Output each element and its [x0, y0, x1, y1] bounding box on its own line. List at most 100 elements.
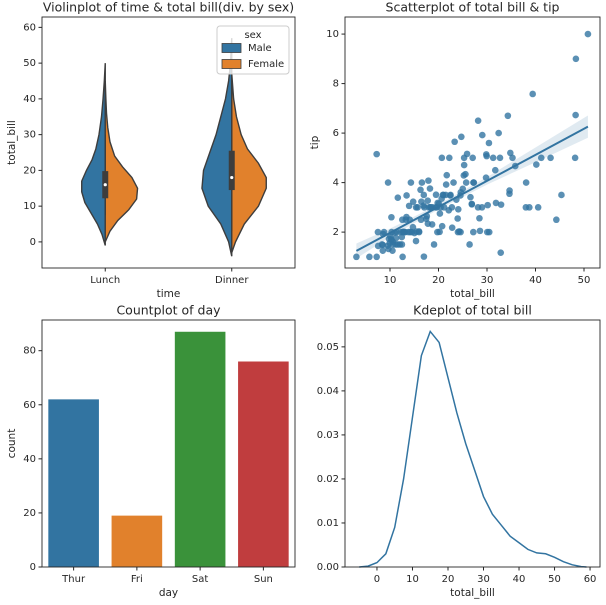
scatter-point — [389, 247, 396, 254]
legend-title: sex — [244, 30, 261, 41]
y-axis-label: tip — [309, 135, 321, 149]
scatter-point — [380, 228, 388, 236]
x-axis-label: day — [159, 587, 178, 599]
scatter-point — [373, 253, 380, 261]
y-tick-label: 0 — [30, 562, 36, 573]
scatter-point — [484, 201, 491, 209]
x-axis-label: time — [157, 288, 181, 300]
scatter-point — [420, 253, 428, 260]
scatter-point — [374, 228, 382, 236]
scatter-point — [485, 228, 493, 236]
scatter-point — [462, 170, 469, 178]
bar — [238, 361, 289, 567]
scatter-point — [584, 30, 592, 38]
scatter-point — [388, 213, 395, 221]
scatter-point — [572, 111, 579, 119]
y-tick-label: 40 — [23, 454, 36, 465]
kde-line — [359, 329, 587, 568]
scatter-point — [398, 233, 406, 241]
y-tick-label: 40 — [23, 94, 36, 105]
scatter-point — [384, 179, 392, 186]
scatter-point — [476, 214, 483, 222]
scatter-point — [466, 241, 473, 248]
y-tick-label: 50 — [23, 58, 36, 69]
x-tick-label: 40 — [513, 574, 526, 585]
scatter-point — [468, 201, 476, 208]
x-tick-label: Sat — [192, 574, 208, 585]
scatter-point — [457, 228, 464, 236]
scatter-point — [534, 204, 542, 211]
violin-half — [104, 80, 139, 243]
y-tick-label: 80 — [23, 346, 36, 357]
scatter-point — [417, 186, 424, 194]
scatter-point — [379, 247, 387, 254]
regression-line — [355, 125, 589, 252]
panel: Countplot of day 0 20 40 60 80 Thur Fri Sat Sun da… — [6, 303, 296, 599]
y-tick-label: 6 — [333, 128, 339, 139]
scatter-point — [438, 222, 446, 230]
scatter-point — [436, 210, 444, 217]
scatter-point — [450, 179, 457, 186]
scatter-point — [442, 181, 450, 188]
scatter-point — [443, 171, 451, 179]
scatter-point — [526, 204, 533, 211]
scatter-point — [507, 149, 514, 157]
scatter-point — [478, 131, 486, 139]
scatter-point — [459, 185, 467, 193]
scatter-point — [414, 204, 421, 211]
scatter-point — [405, 202, 413, 210]
y-tick-label: 0.02 — [317, 474, 339, 485]
axes-frame — [344, 16, 601, 269]
scatter-point — [572, 55, 580, 63]
y-axis-label: count — [6, 429, 18, 459]
scatter-point — [533, 161, 540, 168]
box-iqr — [228, 150, 235, 191]
y-tick-label: 20 — [23, 165, 36, 176]
scatter-point — [415, 228, 423, 236]
scatter-point — [571, 154, 579, 162]
x-tick-label: 50 — [548, 574, 561, 585]
legend-swatch — [221, 59, 242, 69]
scatter-point — [446, 154, 453, 162]
confidence-band — [356, 115, 588, 259]
scatter-point — [379, 241, 387, 249]
scatter-point — [458, 133, 465, 141]
axes-frame — [41, 16, 296, 269]
scatter-point — [426, 185, 434, 192]
scatter-point — [478, 204, 486, 211]
scatter-point — [522, 179, 530, 186]
scatter-point — [482, 174, 490, 181]
scatter-point — [476, 227, 484, 235]
x-tick-label: Dinner — [215, 275, 249, 286]
scatter-point — [436, 228, 443, 236]
scatter-point — [474, 117, 482, 125]
scatter-point — [392, 234, 400, 242]
scatter-point — [547, 154, 554, 162]
y-tick-label: 2 — [333, 227, 339, 238]
panel-title: Kdeplot of total bill — [413, 303, 532, 318]
scatter-point — [506, 187, 513, 194]
x-tick-label: 30 — [477, 574, 490, 585]
scatter-point — [497, 249, 505, 256]
scatter-point — [496, 154, 504, 162]
x-axis-label: total_bill — [450, 587, 495, 599]
scatter-point — [495, 129, 502, 137]
x-tick-label: 20 — [432, 275, 445, 286]
scatter-point — [448, 204, 456, 211]
x-tick-label: 0 — [374, 574, 380, 585]
scatter-point — [537, 154, 545, 162]
axes-frame — [41, 319, 296, 568]
scatter-point — [483, 152, 490, 160]
scatter-point — [399, 253, 406, 261]
x-tick-label: 60 — [584, 574, 597, 585]
y-tick-label: 60 — [23, 400, 36, 411]
scatter-point — [463, 150, 471, 158]
scatter-point — [394, 194, 402, 202]
y-tick-label: 30 — [23, 130, 36, 141]
bar — [48, 399, 99, 567]
y-tick-label: 0.03 — [317, 430, 339, 441]
scatter-point — [492, 199, 500, 207]
scatter-point — [489, 154, 497, 162]
x-tick-label: 10 — [406, 574, 419, 585]
